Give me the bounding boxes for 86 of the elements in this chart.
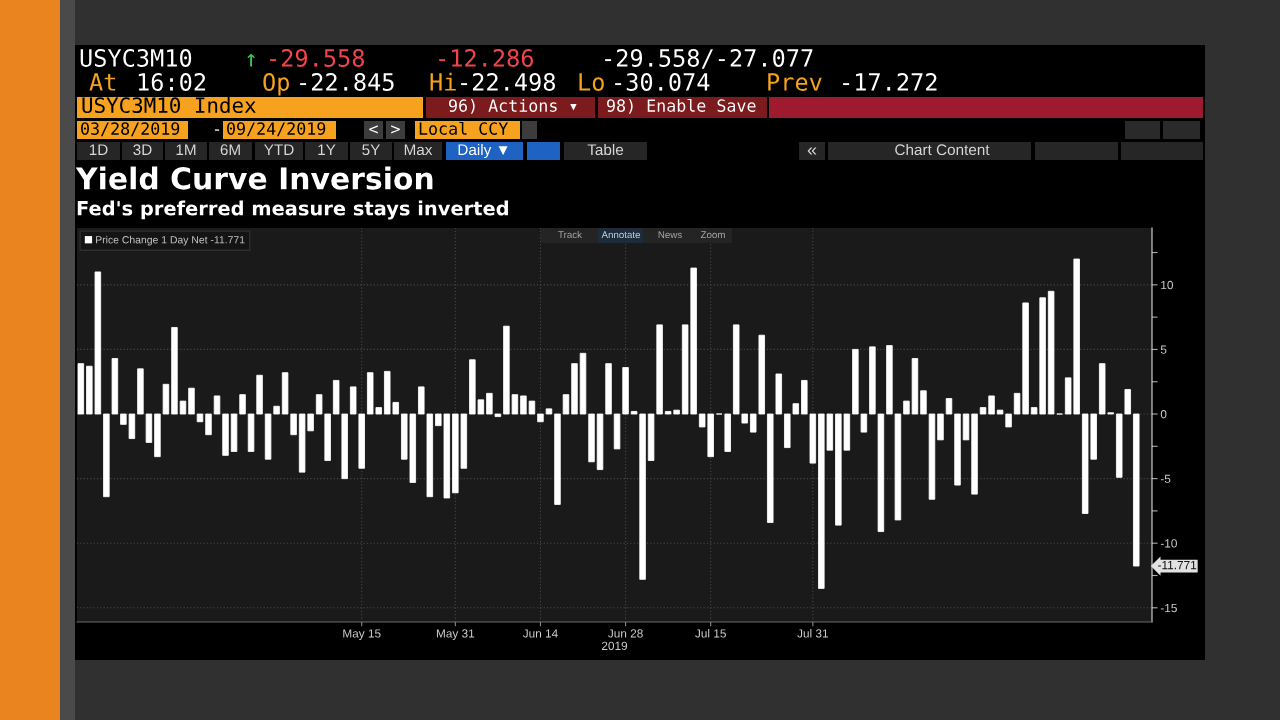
- bar: [230, 413, 238, 452]
- bar: [179, 400, 187, 415]
- bar: [1133, 413, 1140, 567]
- text: Max: [404, 144, 433, 156]
- y-tick-label: -5: [1160, 474, 1171, 483]
- y-tick-label: 0: [1160, 410, 1167, 419]
- x-tick-label: Jun 14: [522, 629, 558, 638]
- bar: [562, 394, 570, 415]
- x-tick-label: Jul 15: [695, 628, 726, 638]
- bar: [588, 413, 595, 463]
- annotation: Zoom: [700, 231, 725, 239]
- bar: [188, 387, 195, 415]
- text: 96) Actions ▾: [449, 98, 577, 114]
- y-tick-label: 10: [1161, 280, 1173, 290]
- text: Table: [587, 143, 624, 156]
- text: 3D: [133, 144, 152, 156]
- bar: [971, 413, 978, 495]
- bar: [545, 408, 553, 415]
- annotation: Track: [558, 230, 582, 239]
- bar: [928, 413, 936, 500]
- text: At: [89, 73, 116, 91]
- text: 1D: [89, 144, 108, 155]
- text: -: [214, 129, 220, 131]
- text: Daily ▼: [458, 143, 508, 159]
- text: 09/24/2019: [227, 122, 326, 137]
- bar: [554, 413, 561, 505]
- bar: [239, 394, 246, 415]
- x-tick-label: May 31: [436, 629, 475, 640]
- bar: [196, 413, 204, 423]
- text: -11.771: [1158, 561, 1197, 570]
- bar: [937, 413, 944, 441]
- x-tick-label: Jul 31: [797, 628, 828, 638]
- text: <: [369, 125, 378, 134]
- text: 16:02: [138, 73, 206, 91]
- text: 5Y: [362, 144, 381, 156]
- bar: [171, 327, 178, 415]
- bar: [222, 413, 229, 456]
- text: USYC3M10 Index: [82, 96, 256, 114]
- bar: [77, 363, 85, 415]
- bar: [945, 398, 953, 415]
- bar: [954, 413, 961, 486]
- text: ↑: [247, 53, 255, 67]
- text: 03/28/2019: [81, 122, 180, 137]
- y-tick-label: 5: [1160, 345, 1167, 354]
- bar: [213, 395, 221, 415]
- chart-title: Yield Curve Inversion: [75, 166, 433, 190]
- bar: [1047, 290, 1055, 415]
- text: -22.845: [300, 73, 394, 91]
- text: Local CCY: [419, 121, 509, 135]
- bar: [579, 352, 587, 415]
- annotation: News: [658, 231, 682, 239]
- text: USYC3M10: [80, 49, 192, 67]
- x-tick-label: May 15: [343, 629, 381, 640]
- text: -22.498: [461, 73, 555, 91]
- bar: [571, 363, 578, 415]
- text: -30.074: [615, 73, 710, 91]
- chart-subtitle: Fed's preferred measure stays inverted: [77, 200, 508, 220]
- text: 1M: [176, 144, 196, 155]
- text: -17.272: [843, 73, 937, 91]
- bar: [537, 413, 544, 423]
- text: -29.558: [270, 49, 364, 67]
- text: 1Y: [318, 144, 336, 155]
- text: Chart Content: [895, 143, 990, 156]
- bar: [205, 413, 212, 436]
- bar: [596, 413, 604, 470]
- bar: [605, 363, 612, 415]
- text: YTD: [264, 144, 294, 155]
- bar: [962, 413, 970, 441]
- text: Lo: [579, 73, 604, 91]
- text: Hi: [430, 72, 456, 91]
- annotation: Annotate: [601, 231, 641, 239]
- text: 6M: [220, 144, 240, 156]
- x-axis-title: 2019: [601, 641, 628, 651]
- text: -29.558/-27.077: [605, 49, 813, 69]
- text: «: [807, 147, 817, 155]
- text: 98) Enable Save: [607, 98, 756, 114]
- bar: [920, 390, 927, 415]
- text: Prev: [768, 73, 822, 91]
- legend-label: Price Change 1 Day Net -11.771: [96, 235, 245, 246]
- text: >: [391, 125, 400, 134]
- y-tick-label: -15: [1160, 603, 1177, 613]
- text: Op: [263, 73, 289, 96]
- x-tick-label: Jun 28: [608, 629, 643, 638]
- y-tick-label: -10: [1160, 539, 1177, 548]
- text: -12.286: [439, 49, 533, 67]
- bar: [724, 413, 731, 452]
